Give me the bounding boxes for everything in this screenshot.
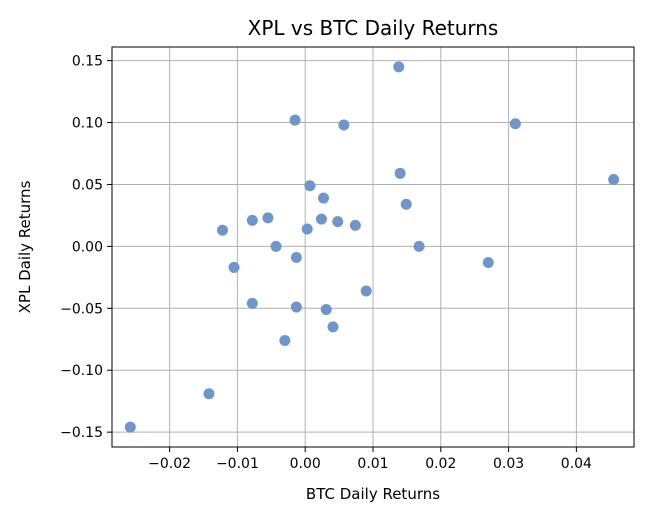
x-tick-label: 0.04 (561, 456, 592, 472)
data-point (228, 261, 240, 273)
data-point (327, 321, 339, 333)
data-point (270, 240, 282, 252)
data-point (290, 301, 302, 313)
data-point (400, 198, 412, 210)
data-point (360, 285, 372, 297)
x-tick-label: 0.02 (425, 456, 456, 472)
y-tick-label: −0.15 (60, 425, 103, 441)
data-point (349, 219, 361, 231)
data-point (332, 216, 344, 228)
data-point (482, 256, 494, 268)
data-point (279, 334, 291, 346)
y-tick-label: 0.00 (72, 239, 103, 255)
data-point (203, 388, 215, 400)
data-point (393, 61, 405, 73)
data-point (509, 118, 521, 130)
ticks: −0.02 −0.01 0.00 0.01 0.02 0.03 0.04 −0.15 −0.10… (60, 54, 592, 472)
data-point (246, 297, 258, 309)
data-point (608, 174, 620, 186)
data-point (290, 252, 302, 264)
x-axis-label: BTC Daily Returns (306, 485, 440, 503)
data-point (289, 114, 301, 126)
data-point (315, 213, 327, 225)
y-tick-label: −0.05 (60, 301, 103, 317)
data-point (320, 304, 332, 316)
y-axis-label: XPL Daily Returns (16, 180, 34, 313)
y-tick-label: 0.10 (72, 116, 103, 132)
data-point (124, 421, 136, 433)
plot-frame (111, 46, 635, 448)
x-tick-label: 0.00 (290, 456, 321, 472)
data-point (338, 119, 350, 131)
x-tick-label: −0.02 (148, 456, 191, 472)
chart-title: XPL vs BTC Daily Returns (248, 16, 499, 40)
data-point (304, 180, 316, 192)
x-tick-label: 0.03 (493, 456, 524, 472)
x-tick-label: −0.01 (216, 456, 259, 472)
data-point (394, 167, 406, 179)
x-tick-label: 0.01 (357, 456, 388, 472)
grid (112, 47, 634, 447)
y-tick-label: −0.10 (60, 363, 103, 379)
data-point (301, 223, 313, 235)
y-tick-label: 0.15 (72, 54, 103, 70)
data-point (217, 224, 229, 236)
data-point (246, 214, 258, 226)
data-point (318, 192, 330, 204)
data-point (413, 240, 425, 252)
data-points (124, 61, 620, 433)
data-point (262, 212, 274, 224)
y-tick-label: 0.05 (72, 177, 103, 193)
